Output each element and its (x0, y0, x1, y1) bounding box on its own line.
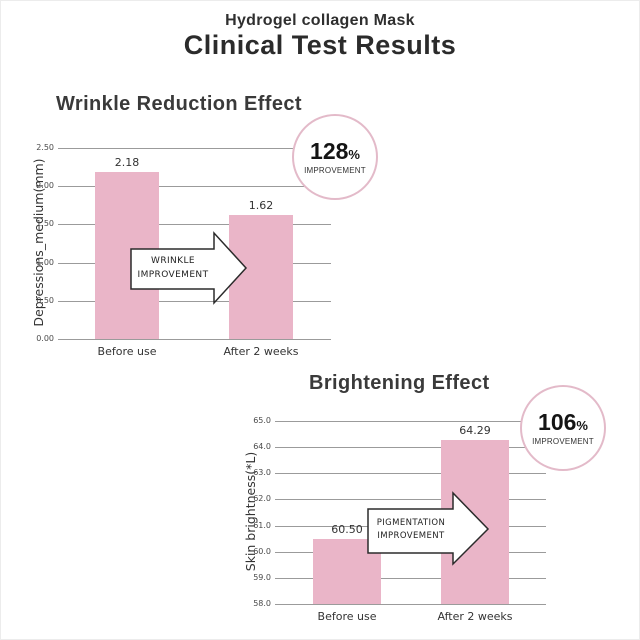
percent-sign: % (348, 146, 360, 162)
y-tick-label: 0.00 (36, 334, 54, 344)
badge-percentage: 106% (538, 408, 588, 435)
bar-value-label: 1.62 (248, 199, 274, 213)
gridline (58, 224, 331, 226)
y-tick-label: 1.50 (36, 219, 54, 229)
wrinkle-y-axis-label: Depressions_medium(mm) (31, 158, 46, 327)
gridline (275, 577, 546, 579)
y-tick-label: 60.0 (253, 546, 271, 556)
page-title: Clinical Test Results (183, 30, 457, 60)
gridline (58, 186, 331, 188)
gridline (275, 421, 546, 422)
bar-value-label: 60.50 (331, 522, 363, 536)
y-tick-label: 1.00 (36, 257, 54, 267)
brightening-chart-title: Brightening Effect (309, 372, 490, 394)
arrow-label-line: PIGMENTATION (376, 517, 446, 528)
x-category-label: After 2 weeks (437, 610, 513, 623)
y-tick-label: 0.50 (36, 295, 54, 305)
y-tick-label: 64.0 (253, 442, 271, 452)
badge-percentage: 128% (310, 137, 360, 164)
bar-value-label: 2.18 (114, 156, 140, 170)
gridline (275, 473, 546, 475)
product-subtitle: Hydrogel collagen Mask (225, 12, 415, 29)
arrow-label-line: IMPROVEMENT (377, 531, 445, 541)
wrinkle-plot-area: 2.50 2.00 1.50 1.00 0.50 0.00 2.18 Before use 1.… (36, 143, 331, 358)
arrow-label-line: WRINKLE (151, 256, 195, 267)
x-category-label: After 2 weeks (223, 345, 299, 358)
pigmentation-arrow-label: PIGMENTATION IMPROVEMENT (368, 507, 454, 553)
brightening-improvement-badge: 106% IMPROVEMENT (520, 385, 606, 471)
x-category-label: Before use (97, 345, 157, 358)
wrinkle-arrow-label: WRINKLE IMPROVEMENT (131, 247, 215, 291)
arrow-label-line: IMPROVEMENT (137, 270, 209, 280)
badge-caption: IMPROVEMENT (532, 436, 594, 446)
gridline (275, 604, 546, 605)
badge-caption: IMPROVEMENT (304, 165, 366, 175)
y-tick-label: 2.00 (36, 181, 54, 191)
bar-after-2-weeks (229, 215, 293, 339)
y-tick-label: 62.0 (253, 494, 271, 504)
y-tick-label: 63.0 (253, 468, 271, 478)
x-category-label: Before use (317, 610, 377, 623)
y-tick-label: 61.0 (253, 520, 271, 530)
bar-value-label: 64.29 (459, 423, 491, 437)
wrinkle-chart-title: Wrinkle Reduction Effect (56, 93, 302, 115)
gridline (275, 447, 546, 449)
y-tick-label: 59.0 (253, 572, 271, 582)
gridline (58, 339, 331, 340)
y-tick-label: 65.0 (253, 416, 271, 426)
y-tick-label: 58.0 (253, 599, 271, 609)
wrinkle-improvement-badge: 128% IMPROVEMENT (292, 114, 378, 200)
y-tick-label: 2.50 (36, 143, 54, 153)
percent-sign: % (576, 417, 588, 433)
gridline (58, 148, 331, 149)
